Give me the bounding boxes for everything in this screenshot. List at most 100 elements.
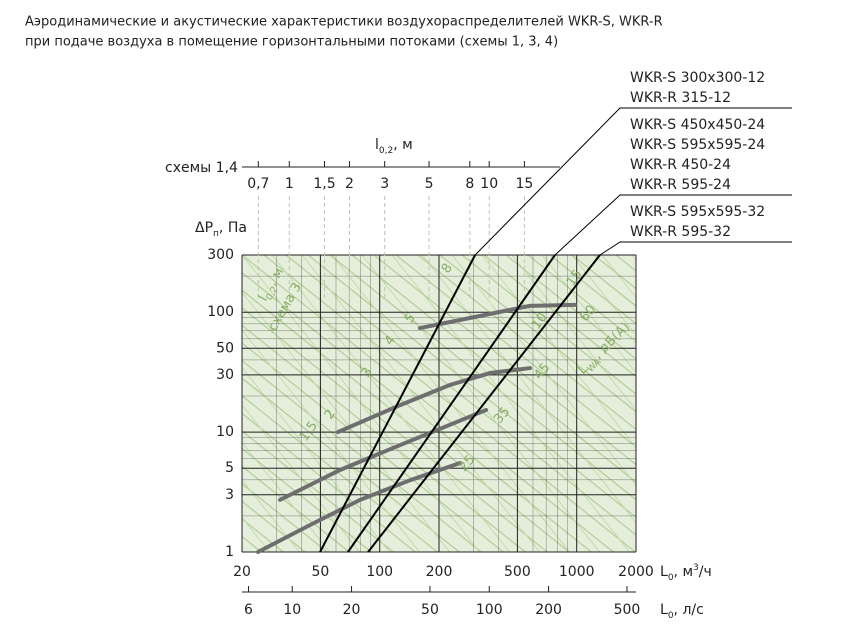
x-tick-label: 1000 xyxy=(559,564,595,580)
legend-label: WKR-R 315-12 xyxy=(630,90,731,106)
x-tick-label: 50 xyxy=(311,564,329,580)
x-axis-label-part: /ч xyxy=(699,564,712,580)
throw-grid-line xyxy=(752,255,842,630)
x-axis-label-part: 0 xyxy=(668,573,674,583)
x2-tick-label: 10 xyxy=(283,602,301,618)
x-tick-label: 200 xyxy=(426,564,453,580)
throw-grid-line xyxy=(812,255,842,630)
y-tick-label: 30 xyxy=(216,367,234,383)
sound-grid-line xyxy=(770,255,842,591)
sound-grid-line xyxy=(704,255,842,591)
sound-grid-line xyxy=(527,255,636,343)
legend-leader xyxy=(554,194,792,256)
x3-axis-label: l0,2, м xyxy=(375,137,413,156)
sound-grid-line xyxy=(461,255,636,395)
throw-grid-line xyxy=(0,255,92,630)
x3-tick-label: 0,7 xyxy=(247,176,269,192)
y-tick-label: 50 xyxy=(216,340,234,356)
y-axis-label-part: п xyxy=(213,229,219,239)
sound-grid-line xyxy=(351,255,636,483)
throw-grid-line xyxy=(722,255,842,630)
throw-grid-line xyxy=(782,255,842,630)
throw-grid-line xyxy=(242,329,421,552)
sound-grid-line xyxy=(242,289,571,552)
legend-label: WKR-R 595-32 xyxy=(630,224,731,240)
x-tick-label: 100 xyxy=(366,564,393,580)
x3-tick-label: 1,5 xyxy=(313,176,335,192)
throw-grid-line xyxy=(242,404,361,552)
sound-curve xyxy=(278,407,489,502)
sound-grid-line xyxy=(242,324,527,552)
x-tick-label: 20 xyxy=(233,564,251,580)
sound-grid-line xyxy=(726,255,842,591)
sound-grid-line xyxy=(242,271,593,552)
x2-tick-label: 500 xyxy=(614,602,641,618)
y-tick-label: 300 xyxy=(207,247,234,263)
x-axis-label-part: 3 xyxy=(693,563,699,573)
x-axis-label: L0, м3/ч xyxy=(660,563,712,583)
device-line xyxy=(367,254,601,553)
x3-tick-label: 1 xyxy=(285,176,294,192)
schema3-label-part: l xyxy=(256,293,271,304)
y-tick-label: 10 xyxy=(216,424,234,440)
device-line xyxy=(319,254,476,553)
x-axis-label-part: , м xyxy=(674,564,693,580)
sound-grid-line xyxy=(814,255,842,591)
x2-tick-label: 100 xyxy=(476,602,503,618)
legend-leader xyxy=(599,241,792,256)
sound-grid-line xyxy=(505,255,636,360)
sound-grid-line xyxy=(242,518,285,552)
y-axis-label-part: , Па xyxy=(219,220,247,236)
x3-tick-label: 10 xyxy=(480,176,498,192)
sound-grid-line xyxy=(242,430,395,552)
throw-grid-line xyxy=(0,255,32,630)
throw-grid-line xyxy=(0,255,62,630)
sound-grid-line xyxy=(549,255,636,325)
y-tick-label: 5 xyxy=(225,460,234,476)
x3-tick-label: 8 xyxy=(465,176,474,192)
sound-grid-line xyxy=(242,412,417,552)
throw-grid-line xyxy=(0,255,2,630)
sound-grid-line xyxy=(242,447,373,552)
x2-axis-label-part: 0 xyxy=(668,611,674,621)
sound-grid-line xyxy=(263,255,636,552)
sound-grid-line xyxy=(417,255,636,431)
sound-curve xyxy=(255,461,463,554)
sound-grid-line xyxy=(0,255,222,591)
legend-label: WKR-S 595x595-32 xyxy=(630,204,765,220)
throw-grid-line xyxy=(0,255,242,630)
x3-tick-label: 5 xyxy=(425,176,434,192)
sound-grid-line xyxy=(395,255,636,448)
sound-grid-line xyxy=(242,483,329,552)
sound-grid-line xyxy=(242,395,439,552)
x3-axis-label-part: 0,2 xyxy=(379,146,393,156)
x2-axis-label-part: , л/с xyxy=(674,602,704,618)
y-axis-label: ΔPп, Па xyxy=(195,220,247,239)
legend-label: WKR-S 450x450-24 xyxy=(630,117,765,133)
x2-axis-label-part: L xyxy=(660,602,668,618)
sound-grid-line xyxy=(242,342,505,552)
legend-leader xyxy=(474,107,792,256)
x3-tick-label: 3 xyxy=(380,176,389,192)
sound-grid-line xyxy=(242,377,461,552)
sound-grid-line xyxy=(748,255,842,591)
throw-grid-line xyxy=(692,255,842,630)
title-line: при подаче воздуха в помещение горизонта… xyxy=(25,35,558,50)
y-axis-label-part: ΔP xyxy=(195,220,213,236)
throw-grid-line xyxy=(0,255,182,630)
throw-grid-line xyxy=(242,366,391,552)
x3-caption: схемы 1,4 xyxy=(165,160,238,176)
legend-label: WKR-S 300x300-12 xyxy=(630,70,765,86)
throw-grid-line xyxy=(0,255,152,630)
x2-tick-label: 50 xyxy=(421,602,439,618)
sound-grid-line xyxy=(615,255,636,272)
x2-tick-label: 20 xyxy=(343,602,361,618)
y-tick-label: 1 xyxy=(225,544,234,560)
legend-label: WKR-S 595x595-24 xyxy=(630,137,765,153)
title-line: Аэродинамические и акустические характер… xyxy=(25,15,663,30)
sound-grid-line xyxy=(836,255,842,591)
sound-grid-line xyxy=(373,255,636,466)
x2-tick-label: 6 xyxy=(244,602,253,618)
legend-label: WKR-R 450-24 xyxy=(630,157,731,173)
